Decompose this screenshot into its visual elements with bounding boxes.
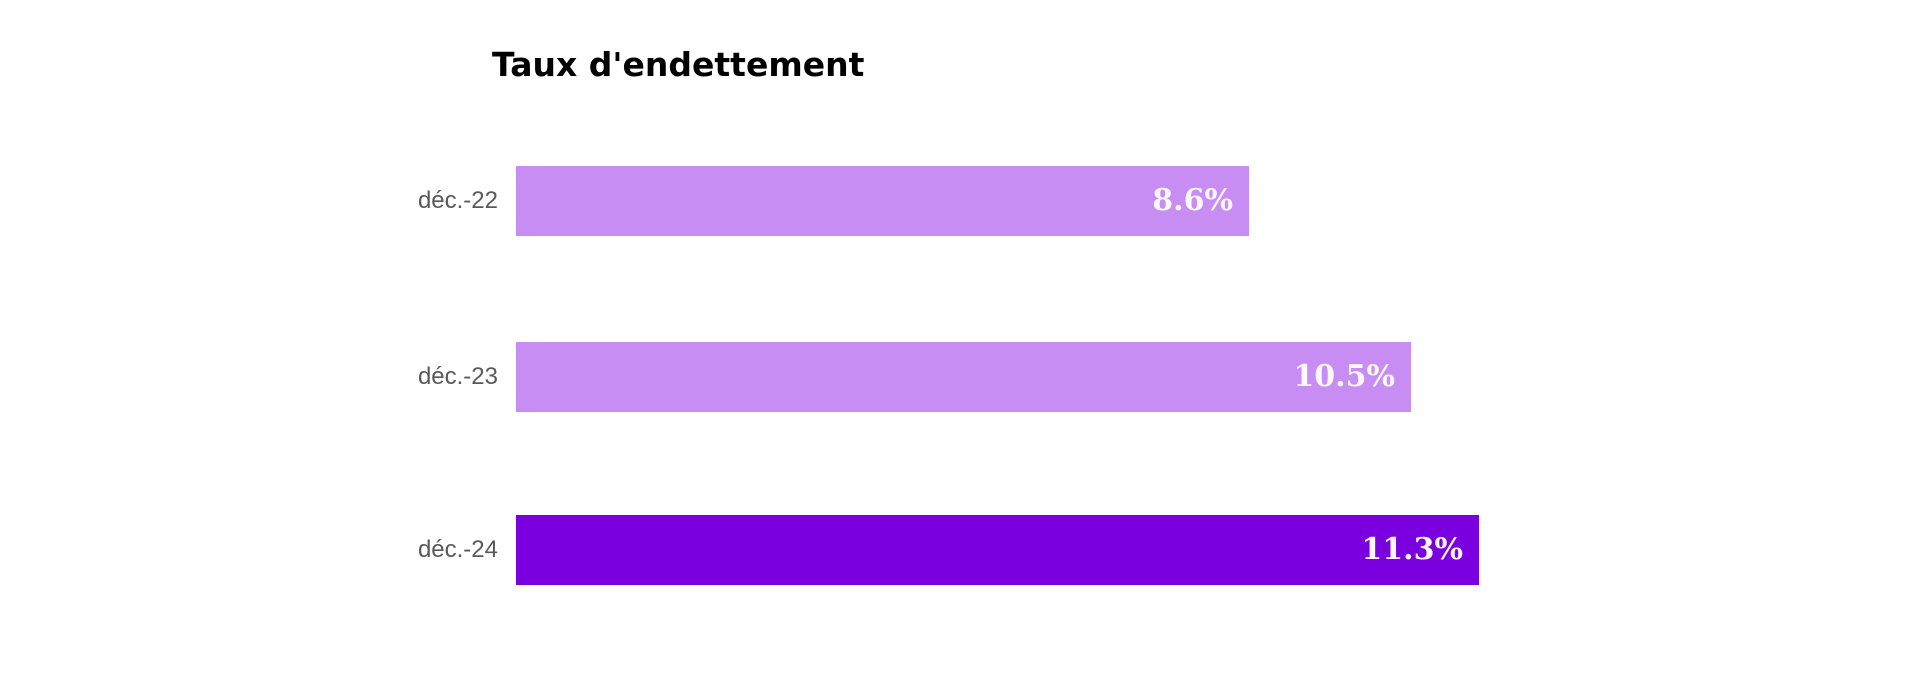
category-label-dec-23: déc.-23 bbox=[417, 363, 498, 390]
value-label-dec-23: 10.5% bbox=[1293, 359, 1395, 394]
chart-title: Taux d'endettement bbox=[492, 45, 865, 84]
category-label-dec-22: déc.-22 bbox=[417, 187, 498, 214]
value-label-dec-24: 11.3% bbox=[1361, 532, 1463, 567]
value-label-dec-22: 8.6% bbox=[1152, 183, 1233, 218]
bar-row-dec-22: déc.-22 8.6% bbox=[0, 166, 1920, 236]
bar-dec-22: 8.6% bbox=[516, 166, 1249, 236]
bar-row-dec-24: déc.-24 11.3% bbox=[0, 515, 1920, 585]
bar-row-dec-23: déc.-23 10.5% bbox=[0, 342, 1920, 412]
bar-dec-24: 11.3% bbox=[516, 515, 1479, 585]
category-label-dec-24: déc.-24 bbox=[417, 536, 498, 563]
bar-dec-23: 10.5% bbox=[516, 342, 1411, 412]
